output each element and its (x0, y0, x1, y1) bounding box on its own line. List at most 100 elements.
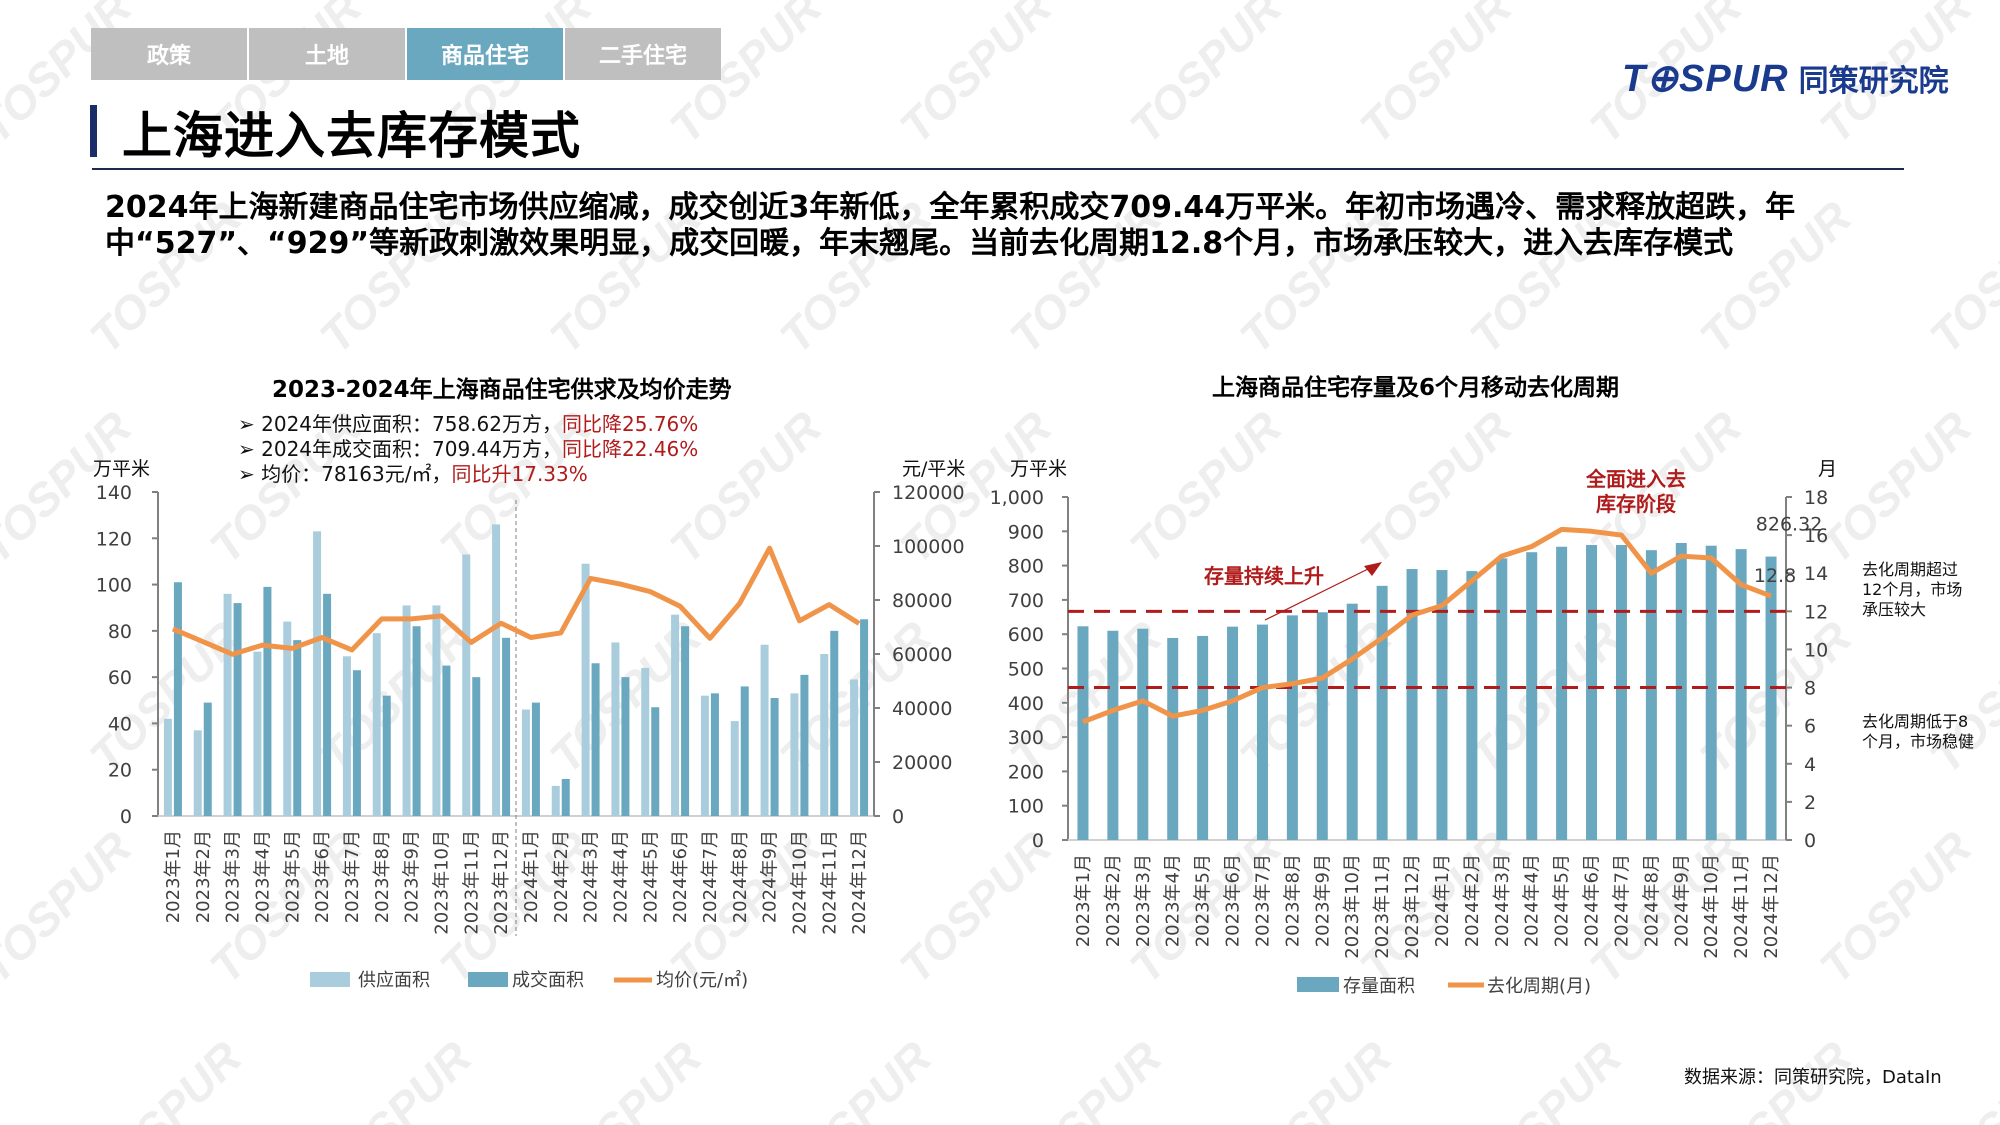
x-tick-label: 2024年4月 (610, 830, 631, 923)
x-tick-label: 2024年1月 (521, 830, 542, 923)
x-tick-label: 2024年11月 (819, 830, 840, 935)
supply-bar (253, 651, 262, 816)
deal-bar (740, 686, 749, 816)
supply-bar (223, 593, 232, 816)
right-chart-title: 上海商品住宅存量及6个月移动去化周期 (1212, 375, 1620, 401)
annotation-arrow-line (1264, 567, 1371, 621)
note-low-cycle: 去化周期低于8个月，市场稳健 (1862, 712, 1975, 751)
annotation-destock-line1: 全面进入去 (1585, 467, 1686, 491)
deal-bar (591, 663, 600, 816)
x-tick-label: 2023年11月 (1372, 854, 1393, 959)
x-tick-label: 2023年12月 (1402, 854, 1423, 959)
logo-name: 同策研究院 (1798, 64, 1949, 99)
supply-bar (432, 605, 441, 816)
stock-bar (1167, 637, 1179, 840)
x-tick-label: 2023年10月 (431, 830, 452, 935)
y-tick-label: 400 (1008, 693, 1044, 715)
deal-bar (830, 630, 839, 816)
x-tick-label: 2024年2月 (551, 830, 572, 923)
y2-tick-label: 0 (892, 806, 904, 828)
last-cycle-label: 12.8 (1754, 565, 1796, 587)
supply-bar (611, 642, 620, 816)
x-tick-label: 2024年6月 (670, 830, 691, 923)
x-tick-label: 2023年7月 (342, 830, 363, 923)
y-tick-label: 300 (1008, 727, 1044, 749)
deal-bar (681, 626, 690, 816)
tab-policy[interactable]: 政策 (91, 28, 247, 80)
stock-bar (1705, 545, 1717, 840)
left-chart-notes: ➢ 2024年供应面积：758.62万方，同比降25.76% ➢ 2024年成交… (238, 412, 698, 487)
y2-tick-label: 20000 (892, 752, 952, 774)
stock-bar (1376, 585, 1388, 840)
y-tick-label: 20 (108, 760, 132, 782)
x-tick-label: 2024年7月 (700, 830, 721, 923)
x-tick-label: 2024年9月 (1671, 854, 1692, 947)
y-tick-label: 0 (120, 806, 132, 828)
price-line (171, 545, 861, 657)
page-title: 上海进入去库存模式 (122, 107, 581, 165)
y2-tick-label: 8 (1804, 678, 1816, 700)
supply-bar (342, 656, 351, 816)
y-tick-label: 1,000 (990, 487, 1044, 509)
y-tick-label: 80 (108, 621, 132, 643)
x-tick-label: 2023年3月 (223, 830, 244, 923)
y-tick-label: 60 (108, 667, 132, 689)
deal-bar (621, 677, 630, 816)
note-supply: ➢ 2024年供应面积：758.62万方，同比降25.76% (238, 412, 699, 436)
supply-bar (283, 621, 292, 816)
stock-bar (1466, 571, 1478, 840)
legend-deal-swatch (468, 972, 508, 987)
deal-bar (442, 665, 451, 816)
y-tick-label: 700 (1008, 590, 1044, 612)
x-tick-label: 2024年1月 (1432, 854, 1453, 947)
note-price: ➢ 均价：78163元/㎡，同比升17.33% (238, 462, 588, 486)
stock-bar (1346, 603, 1358, 840)
stock-bar (1406, 569, 1418, 840)
stock-bar (1197, 635, 1209, 840)
x-tick-label: 2023年10月 (1342, 854, 1363, 959)
y-tick-label: 200 (1008, 761, 1044, 783)
section-tabs: 政策 土地 商品住宅 二手住宅 (91, 28, 721, 80)
stock-bar (1526, 552, 1538, 840)
supply-bar (551, 785, 560, 816)
x-tick-label: 2023年2月 (193, 830, 214, 923)
y-tick-label: 600 (1008, 624, 1044, 646)
y-tick-label: 100 (1008, 796, 1044, 818)
deal-bar (412, 626, 421, 816)
y2-tick-label: 0 (1804, 830, 1816, 852)
y-tick-label: 500 (1008, 659, 1044, 681)
x-tick-label: 2024年8月 (1641, 854, 1662, 947)
last-stock-label: 826.32 (1756, 514, 1822, 536)
supply-bar (820, 654, 829, 816)
deal-bar (800, 674, 809, 816)
supply-bar (492, 524, 501, 816)
x-tick-label: 2024年9月 (760, 830, 781, 923)
supply-bar (313, 531, 322, 816)
deal-bar (352, 670, 361, 816)
tab-second-hand-housing[interactable]: 二手住宅 (565, 28, 721, 80)
annotation-destock-line2: 库存阶段 (1596, 492, 1676, 516)
x-tick-label: 2023年6月 (312, 830, 333, 923)
stock-bar (1675, 542, 1687, 840)
x-tick-label: 2024年10月 (789, 830, 810, 935)
x-tick-label: 2023年3月 (1133, 854, 1154, 947)
y2-tick-label: 2 (1804, 792, 1816, 814)
deal-bar (561, 778, 570, 816)
x-tick-label: 2023年5月 (282, 830, 303, 923)
x-tick-label: 2023年9月 (1312, 854, 1333, 947)
y-tick-label: 0 (1032, 830, 1044, 852)
x-tick-label: 2023年12月 (491, 830, 512, 935)
deal-bar (203, 702, 212, 816)
supply-bar (521, 709, 530, 816)
stock-bar (1765, 556, 1777, 840)
supply-bar (671, 614, 680, 816)
tab-commercial-housing[interactable]: 商品住宅 (407, 28, 563, 80)
legend-supply-swatch (310, 972, 350, 987)
tab-land[interactable]: 土地 (249, 28, 405, 80)
x-tick-label: 2024年4月 (1522, 854, 1543, 947)
deal-bar (233, 603, 242, 816)
stock-bar (1586, 545, 1598, 840)
supply-bar (850, 679, 859, 816)
y2-tick-label: 4 (1804, 754, 1816, 776)
deal-bar (860, 619, 869, 816)
